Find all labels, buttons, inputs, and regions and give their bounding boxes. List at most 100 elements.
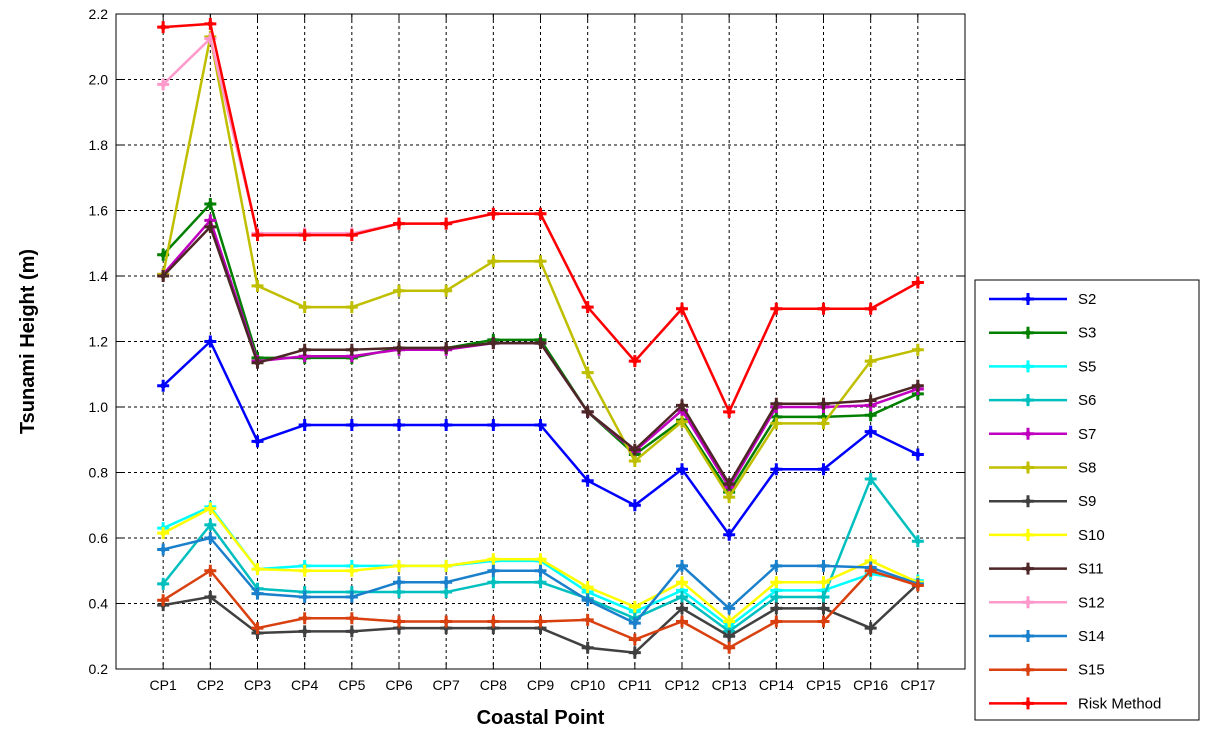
data-point (534, 615, 547, 628)
legend-label: S12 (1078, 594, 1105, 611)
data-point (345, 301, 358, 314)
data-point (251, 587, 264, 600)
data-point (581, 366, 594, 379)
series-risk-method (157, 17, 924, 418)
x-tick-label: CP7 (433, 677, 460, 693)
y-tick-label: 1.8 (89, 137, 109, 153)
data-point (581, 613, 594, 626)
data-point (534, 576, 547, 589)
data-point (298, 301, 311, 314)
data-point (251, 622, 264, 635)
data-point (393, 342, 405, 355)
data-point (440, 419, 453, 432)
data-point (770, 417, 783, 430)
data-point (723, 615, 736, 628)
data-point (393, 217, 405, 230)
data-point (298, 343, 311, 356)
data-point (628, 600, 641, 613)
y-tick-label: 2.2 (89, 6, 109, 22)
x-tick-label: CP13 (712, 677, 747, 693)
data-point (251, 356, 264, 369)
data-point (723, 641, 736, 654)
x-tick-label: CP5 (338, 677, 365, 693)
data-point (487, 337, 500, 350)
data-point (534, 255, 547, 268)
data-point (581, 594, 594, 607)
data-point (251, 435, 264, 448)
data-point (345, 419, 358, 432)
y-axis-ticks: 0.2 0.4 0.6 0.8 1.0 1.2 1.4 1.6 1.8 2.0 2.2 (89, 6, 965, 677)
data-point (204, 17, 217, 30)
legend-label: S10 (1078, 527, 1105, 544)
data-point (723, 528, 736, 541)
data-point (676, 415, 688, 428)
data-point (911, 535, 924, 548)
legend-marker (1022, 326, 1034, 339)
data-point (864, 473, 877, 486)
x-tick-label: CP1 (150, 677, 177, 693)
data-point (864, 622, 877, 635)
x-tick-label: CP14 (759, 677, 794, 693)
data-point (157, 543, 170, 556)
data-point (487, 615, 500, 628)
data-point (723, 602, 736, 615)
data-point (204, 220, 217, 233)
data-point (251, 279, 264, 292)
x-tick-label: CP6 (385, 677, 412, 693)
data-point (298, 612, 311, 625)
series-s11 (157, 220, 924, 490)
legend-label: S11 (1078, 561, 1104, 578)
y-tick-label: 0.6 (89, 530, 109, 546)
y-tick-label: 2.0 (89, 72, 109, 88)
legend-item: S10 (989, 527, 1105, 544)
data-point (393, 419, 405, 432)
data-point (581, 474, 594, 487)
data-point (440, 615, 453, 628)
data-point (723, 630, 736, 643)
data-point (676, 559, 688, 572)
x-axis-ticks: CP1 CP2 CP3 CP4 CP5 CP6 CP7 CP8 CP9 CP10 CP11 CP12 C… (150, 14, 936, 693)
x-tick-label: CP17 (900, 677, 935, 693)
series-s6 (157, 473, 924, 638)
data-point (911, 343, 924, 356)
y-tick-label: 1.2 (89, 334, 109, 350)
legend-label: S14 (1078, 628, 1105, 645)
x-tick-label: CP11 (618, 677, 652, 693)
data-point (534, 207, 547, 220)
x-tick-label: CP2 (197, 677, 224, 693)
y-axis-label: Tsunami Height (m) (17, 249, 39, 434)
data-point (298, 419, 311, 432)
data-point (676, 576, 688, 589)
y-tick-label: 0.8 (89, 465, 109, 481)
data-point (817, 302, 830, 315)
legend: S2 S3 S5 S6 S7 S8 S9 S10 S11 S12 S14 S15 Risk Method (974, 279, 1200, 721)
data-point (864, 355, 877, 368)
x-tick-label: CP16 (853, 677, 888, 693)
legend-item: S3 (989, 325, 1096, 342)
data-point (487, 419, 500, 432)
legend-label: Risk Method (1078, 695, 1161, 712)
x-tick-label: CP4 (291, 677, 318, 693)
data-point (817, 463, 830, 476)
legend-item: S12 (989, 594, 1105, 611)
data-point (345, 625, 358, 638)
data-point (723, 405, 736, 418)
data-point (817, 559, 830, 572)
legend-marker (1022, 427, 1034, 440)
data-point (487, 553, 500, 566)
data-point (581, 405, 594, 418)
data-point (770, 590, 783, 603)
data-point (911, 448, 924, 461)
data-point (345, 564, 358, 577)
data-point (204, 502, 217, 515)
y-tick-label: 0.4 (89, 596, 109, 612)
data-point (157, 577, 170, 590)
data-point (157, 270, 170, 282)
legend-marker (1022, 360, 1034, 373)
x-tick-label: CP3 (244, 677, 271, 693)
data-point (345, 590, 358, 603)
data-point (770, 397, 783, 410)
legend-marker (1022, 562, 1034, 575)
data-point (770, 602, 783, 615)
data-point (581, 641, 594, 654)
